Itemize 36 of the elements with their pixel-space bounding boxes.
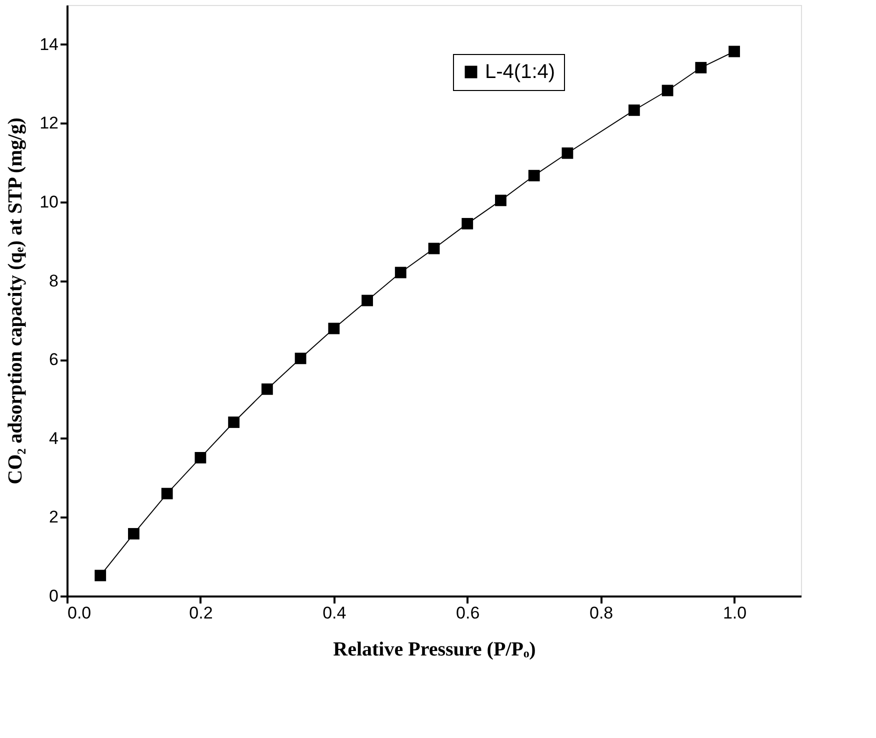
point <box>562 147 574 159</box>
y-tick-label: 12 <box>40 114 58 133</box>
x-tick-label: 0.0 <box>68 604 92 622</box>
point <box>394 266 406 278</box>
x-tick-label: 0.2 <box>189 604 213 622</box>
point <box>94 570 106 582</box>
point <box>662 84 674 96</box>
point <box>161 488 173 500</box>
x-tick-label: 1.0 <box>722 604 747 622</box>
y-tick-label: 8 <box>49 271 58 290</box>
point <box>128 528 140 540</box>
point <box>495 194 506 206</box>
point <box>261 383 273 395</box>
x-axis-title: Relative Pressure (P/Pₒ) <box>333 638 536 660</box>
y-tick-label: 0 <box>49 586 58 606</box>
point <box>462 218 474 230</box>
point <box>728 46 740 58</box>
x-tick-label: 0.6 <box>456 604 480 622</box>
point <box>294 352 306 364</box>
y-tick-label: 4 <box>49 428 58 448</box>
point <box>228 416 240 428</box>
point <box>194 452 206 464</box>
y-axis-title: CO₂ adsorption capacity (qₑ) at STP (mg/g) <box>4 118 27 484</box>
y-tick-label: 2 <box>49 508 58 527</box>
point <box>628 104 640 116</box>
y-tick-label: 6 <box>49 350 58 370</box>
x-tick-label: 0.8 <box>590 604 614 622</box>
y-tick-label: 10 <box>40 192 58 212</box>
x-tick-label: 0.4 <box>322 604 346 622</box>
point <box>695 62 707 74</box>
point <box>328 322 340 334</box>
point <box>362 294 373 306</box>
y-tick-label: 14 <box>40 34 58 54</box>
legend-label: L-4(1:4) <box>485 61 556 83</box>
point <box>528 170 540 182</box>
point <box>428 242 440 254</box>
